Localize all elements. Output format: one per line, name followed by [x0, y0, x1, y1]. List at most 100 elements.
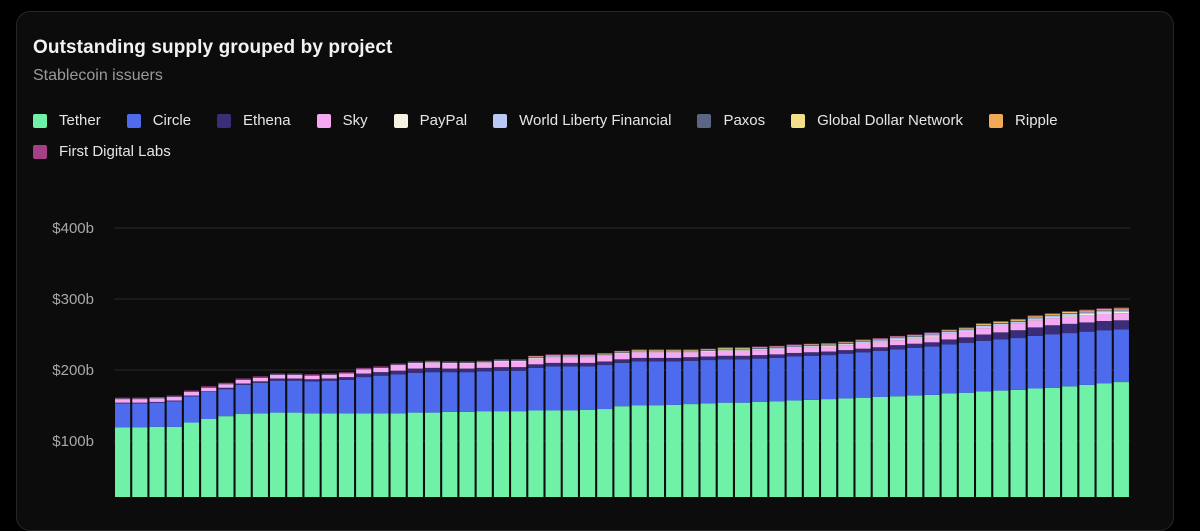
bar-segment[interactable]	[459, 361, 475, 363]
bar-segment[interactable]	[1113, 309, 1129, 311]
bar-segment[interactable]	[545, 356, 561, 358]
bar-segment[interactable]	[752, 358, 768, 402]
bar-segment[interactable]	[511, 359, 527, 361]
bar-segment[interactable]	[201, 386, 217, 388]
bar-segment[interactable]	[579, 409, 596, 497]
bar-segment[interactable]	[889, 349, 906, 397]
bar-segment[interactable]	[786, 345, 802, 346]
bar-segment[interactable]	[821, 343, 837, 345]
bar-segment[interactable]	[786, 356, 802, 401]
legend-item[interactable]: World Liberty Financial	[493, 112, 671, 129]
bar-segment[interactable]	[1044, 318, 1061, 326]
bar-segment[interactable]	[648, 352, 665, 358]
bar-segment[interactable]	[1079, 331, 1095, 385]
bar-segment[interactable]	[149, 401, 165, 403]
bar-segment[interactable]	[838, 345, 854, 351]
bar-segment[interactable]	[390, 370, 406, 375]
bar-segment[interactable]	[201, 387, 217, 392]
bar-segment[interactable]	[166, 401, 182, 427]
bar-segment[interactable]	[1062, 312, 1078, 314]
bar-segment[interactable]	[459, 363, 475, 369]
bar-segment[interactable]	[1027, 318, 1043, 320]
bar-segment[interactable]	[924, 342, 940, 347]
bar-segment[interactable]	[493, 360, 510, 361]
bar-segment[interactable]	[459, 362, 475, 363]
bar-segment[interactable]	[717, 347, 733, 349]
bar-segment[interactable]	[511, 370, 527, 412]
bar-segment[interactable]	[218, 416, 234, 497]
bar-segment[interactable]	[1113, 311, 1129, 314]
bar-segment[interactable]	[407, 362, 423, 363]
bar-segment[interactable]	[166, 426, 182, 497]
bar-segment[interactable]	[1062, 316, 1078, 324]
bar-segment[interactable]	[941, 330, 957, 332]
bar-segment[interactable]	[1096, 321, 1112, 331]
bar-segment[interactable]	[321, 380, 337, 414]
bar-segment[interactable]	[734, 350, 751, 356]
bar-segment[interactable]	[425, 367, 441, 373]
bar-segment[interactable]	[115, 403, 131, 428]
bar-segment[interactable]	[786, 346, 802, 348]
bar-segment[interactable]	[993, 339, 1009, 391]
bar-segment[interactable]	[1044, 387, 1061, 497]
bar-segment[interactable]	[270, 380, 286, 413]
bar-segment[interactable]	[907, 338, 923, 339]
bar-segment[interactable]	[459, 362, 475, 364]
bar-segment[interactable]	[562, 362, 578, 367]
bar-segment[interactable]	[648, 350, 665, 351]
bar-segment[interactable]	[390, 364, 406, 366]
bar-segment[interactable]	[132, 399, 148, 403]
bar-segment[interactable]	[976, 324, 992, 326]
bar-segment[interactable]	[528, 367, 544, 411]
bar-segment[interactable]	[769, 346, 785, 348]
bar-segment[interactable]	[769, 357, 785, 402]
bar-segment[interactable]	[769, 345, 785, 347]
bar-segment[interactable]	[373, 375, 389, 414]
bar-segment[interactable]	[235, 414, 251, 497]
bar-segment[interactable]	[648, 357, 665, 362]
bar-segment[interactable]	[356, 367, 372, 369]
bar-segment[interactable]	[476, 371, 492, 412]
bar-segment[interactable]	[717, 349, 733, 351]
bar-segment[interactable]	[769, 349, 785, 355]
bar-segment[interactable]	[304, 374, 320, 375]
bar-segment[interactable]	[1079, 311, 1095, 312]
bar-segment[interactable]	[597, 352, 613, 354]
bar-segment[interactable]	[493, 411, 510, 497]
bar-segment[interactable]	[1010, 321, 1026, 324]
bar-segment[interactable]	[338, 413, 355, 497]
bar-segment[interactable]	[442, 361, 458, 363]
bar-segment[interactable]	[666, 404, 682, 497]
bar-segment[interactable]	[889, 336, 906, 338]
bar-segment[interactable]	[235, 383, 251, 385]
bar-segment[interactable]	[958, 328, 974, 330]
bar-segment[interactable]	[132, 402, 148, 404]
bar-segment[interactable]	[476, 362, 492, 363]
bar-segment[interactable]	[493, 360, 510, 362]
bar-segment[interactable]	[149, 398, 165, 402]
bar-segment[interactable]	[442, 411, 458, 497]
bar-segment[interactable]	[528, 410, 544, 497]
bar-segment[interactable]	[373, 367, 389, 368]
bar-segment[interactable]	[321, 373, 337, 375]
bar-segment[interactable]	[648, 405, 665, 498]
bar-segment[interactable]	[407, 362, 423, 364]
bar-segment[interactable]	[666, 361, 682, 405]
bar-segment[interactable]	[838, 343, 854, 344]
bar-segment[interactable]	[1027, 327, 1043, 336]
bar-segment[interactable]	[1044, 315, 1061, 317]
bar-segment[interactable]	[1044, 325, 1061, 335]
bar-segment[interactable]	[941, 329, 957, 331]
bar-segment[interactable]	[838, 350, 854, 354]
bar-segment[interactable]	[338, 372, 355, 373]
bar-segment[interactable]	[235, 379, 251, 380]
bar-segment[interactable]	[941, 344, 957, 394]
bar-segment[interactable]	[1062, 315, 1078, 317]
bar-segment[interactable]	[1062, 311, 1078, 312]
bar-segment[interactable]	[373, 366, 389, 368]
bar-segment[interactable]	[821, 345, 837, 346]
bar-segment[interactable]	[579, 356, 596, 358]
bar-segment[interactable]	[683, 351, 699, 353]
bar-segment[interactable]	[614, 406, 630, 497]
bar-segment[interactable]	[201, 391, 217, 393]
